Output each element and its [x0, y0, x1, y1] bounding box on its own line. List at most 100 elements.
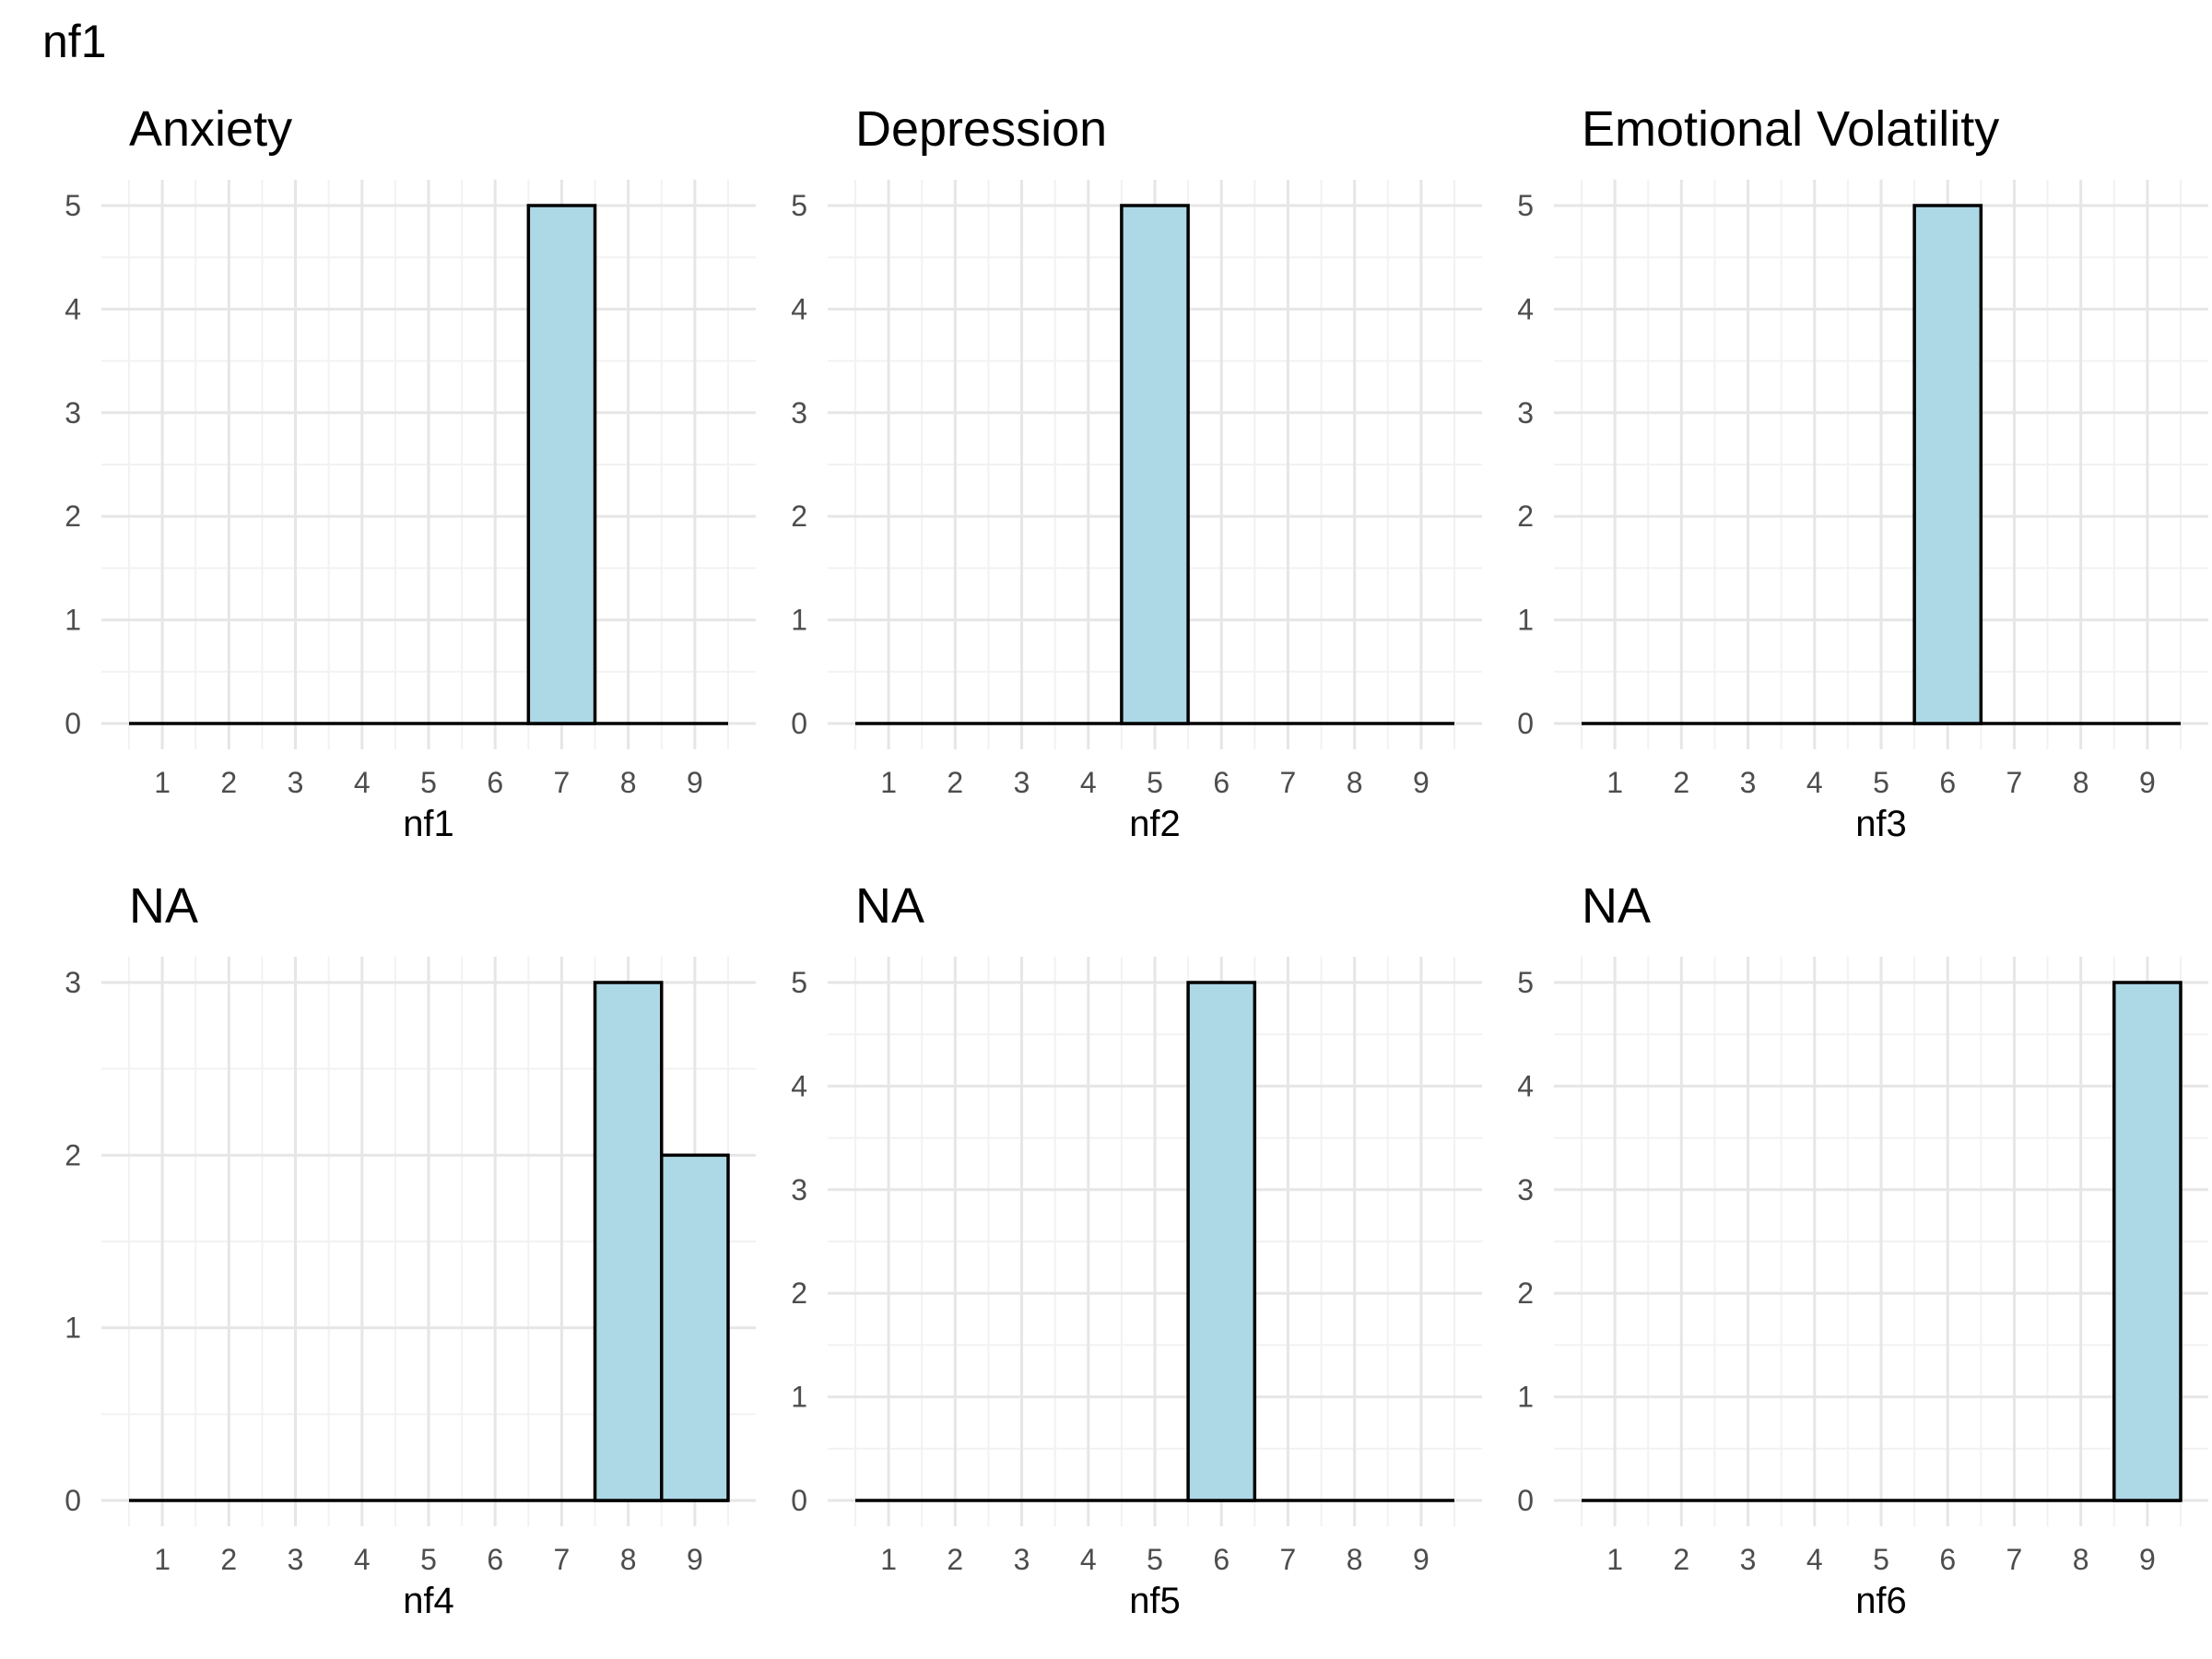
y-tick-label: 2	[1517, 500, 1534, 533]
y-tick-label: 0	[791, 1484, 807, 1517]
x-tick-label: 1	[154, 1543, 171, 1576]
y-tick-label: 2	[1517, 1277, 1534, 1310]
x-tick-label: 3	[288, 766, 304, 799]
y-tick-label: 5	[1517, 966, 1534, 999]
x-tick-label: 6	[1213, 766, 1230, 799]
x-tick-label: 1	[880, 1543, 897, 1576]
x-tick-label: 2	[220, 766, 237, 799]
x-tick-label: 1	[154, 766, 171, 799]
y-tick-label: 3	[791, 1173, 807, 1206]
x-tick-label: 7	[554, 1543, 571, 1576]
histogram-bar	[2112, 981, 2183, 1502]
panel-title: NA	[129, 878, 198, 934]
y-tick-label: 4	[791, 1069, 807, 1102]
x-tick-label: 8	[620, 1543, 637, 1576]
x-tick-label: 4	[1080, 1543, 1097, 1576]
x-tick-label: 2	[947, 1543, 963, 1576]
y-tick-label: 5	[791, 189, 807, 222]
x-tick-label: 1	[1606, 1543, 1623, 1576]
x-tick-label: 5	[1873, 766, 1889, 799]
x-tick-label: 2	[1673, 1543, 1689, 1576]
y-tick-label: 1	[1517, 604, 1534, 637]
x-tick-label: 9	[2139, 1543, 2156, 1576]
x-tick-label: 6	[487, 1543, 503, 1576]
x-tick-label: 1	[880, 766, 897, 799]
y-tick-label: 1	[791, 1381, 807, 1414]
x-tick-label: 5	[1147, 766, 1163, 799]
y-tick-label: 1	[1517, 1381, 1534, 1414]
x-tick-label: 4	[1806, 1543, 1823, 1576]
x-tick-label: 6	[1939, 1543, 1956, 1576]
y-tick-label: 4	[791, 292, 807, 325]
y-tick-label: 3	[791, 396, 807, 429]
x-axis-label: nf6	[1855, 1581, 1907, 1621]
y-tick-label: 5	[1517, 189, 1534, 222]
histogram-bar	[526, 204, 597, 725]
y-tick-label: 4	[1517, 292, 1534, 325]
x-tick-label: 2	[1673, 766, 1689, 799]
panel-title: Anxiety	[129, 101, 292, 157]
x-tick-label: 9	[1413, 766, 1430, 799]
x-tick-label: 3	[288, 1543, 304, 1576]
x-tick-label: 4	[1806, 766, 1823, 799]
y-tick-label: 2	[791, 500, 807, 533]
y-tick-label: 0	[65, 707, 81, 740]
x-tick-label: 8	[1347, 1543, 1363, 1576]
x-axis-label: nf1	[403, 804, 454, 844]
x-tick-label: 3	[1014, 766, 1030, 799]
x-tick-label: 9	[1413, 1543, 1430, 1576]
x-tick-label: 7	[1280, 766, 1297, 799]
x-axis-label: nf3	[1855, 804, 1907, 844]
x-tick-label: 8	[2073, 1543, 2089, 1576]
x-tick-label: 7	[1280, 1543, 1297, 1576]
y-tick-label: 2	[65, 500, 81, 533]
x-tick-label: 8	[1347, 766, 1363, 799]
x-tick-label: 5	[420, 766, 437, 799]
x-tick-label: 4	[1080, 766, 1097, 799]
x-tick-label: 6	[1939, 766, 1956, 799]
y-tick-label: 0	[1517, 707, 1534, 740]
y-tick-label: 2	[791, 1277, 807, 1310]
x-axis-label: nf5	[1129, 1581, 1181, 1621]
x-tick-label: 9	[687, 1543, 703, 1576]
y-tick-label: 4	[1517, 1069, 1534, 1102]
y-tick-label: 3	[1517, 1173, 1534, 1206]
x-tick-label: 7	[2006, 1543, 2023, 1576]
histogram-bar	[660, 1153, 730, 1502]
x-tick-label: 2	[947, 766, 963, 799]
chart-panel: NA 0 1 2 3 4 5 1 2 3 4 5 6 7 8 9 nf5	[791, 878, 1482, 1621]
x-tick-label: 3	[1740, 766, 1757, 799]
x-tick-label: 5	[1147, 1543, 1163, 1576]
panel-title: Emotional Volatility	[1582, 101, 1999, 157]
panel-title: NA	[855, 878, 924, 934]
x-tick-label: 1	[1606, 766, 1623, 799]
x-tick-label: 3	[1014, 1543, 1030, 1576]
panel-title: Depression	[855, 101, 1107, 157]
page-title: nf1	[42, 16, 107, 67]
x-tick-label: 6	[1213, 1543, 1230, 1576]
x-tick-label: 3	[1740, 1543, 1757, 1576]
y-tick-label: 0	[65, 1484, 81, 1517]
y-tick-label: 1	[791, 604, 807, 637]
chart-panel: Emotional Volatility 0 1 2 3 4 5 1 2 3 4 5 6 7 8 9 nf3	[1517, 101, 2208, 844]
y-tick-label: 0	[791, 707, 807, 740]
x-tick-label: 7	[2006, 766, 2023, 799]
x-tick-label: 5	[1873, 1543, 1889, 1576]
x-tick-label: 4	[354, 1543, 371, 1576]
y-tick-label: 3	[65, 966, 81, 999]
x-tick-label: 8	[620, 766, 637, 799]
y-tick-label: 3	[65, 396, 81, 429]
y-tick-label: 2	[65, 1138, 81, 1171]
y-tick-label: 5	[65, 189, 81, 222]
y-tick-label: 5	[791, 966, 807, 999]
y-tick-label: 0	[1517, 1484, 1534, 1517]
y-tick-label: 4	[65, 292, 81, 325]
x-tick-label: 6	[487, 766, 503, 799]
panel-title: NA	[1582, 878, 1651, 934]
x-tick-label: 8	[2073, 766, 2089, 799]
x-tick-label: 5	[420, 1543, 437, 1576]
chart-panel: Anxiety 0 1 2 3 4 5 1 2 3 4 5 6 7 8 9 nf1	[65, 101, 756, 844]
y-tick-label: 1	[65, 604, 81, 637]
x-axis-label: nf4	[403, 1581, 454, 1621]
